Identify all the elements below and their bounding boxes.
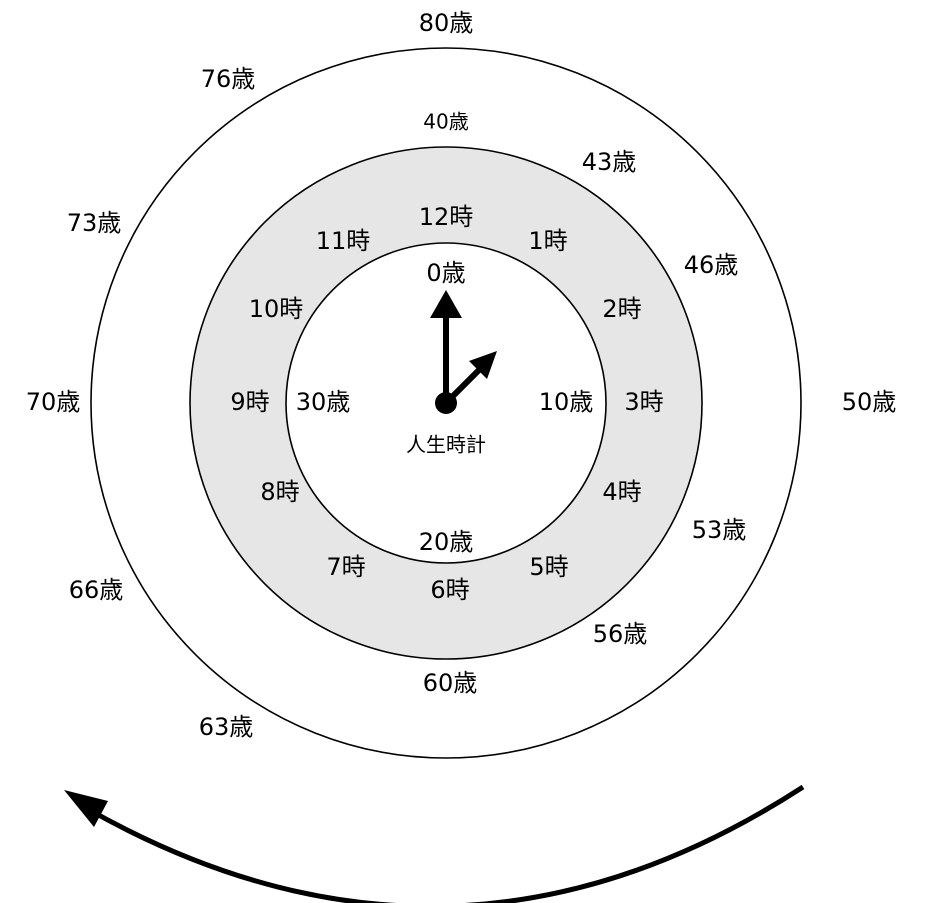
- inner-age-label: 30歳: [296, 388, 351, 416]
- hour-label: 6時: [430, 576, 469, 604]
- clock-hands: [430, 290, 497, 414]
- hour-label: 11時: [316, 227, 371, 255]
- outer-age-label: 63歳: [199, 713, 254, 741]
- outer-age-label: 40歳: [423, 110, 468, 134]
- hour-label: 3時: [624, 388, 663, 416]
- hour-label: 4時: [602, 478, 641, 506]
- outer-age-label: 76歳: [201, 65, 256, 93]
- hour-label: 2時: [602, 295, 641, 323]
- outer-age-label: 46歳: [684, 251, 739, 279]
- direction-arrow-head-icon: [64, 790, 108, 827]
- outer-age-label: 43歳: [582, 148, 637, 176]
- direction-arrow: [84, 784, 805, 903]
- outer-age-label: 53歳: [692, 516, 747, 544]
- hour-hand-arrowhead-icon: [430, 290, 462, 318]
- inner-age-label: 10歳: [539, 388, 594, 416]
- outer-age-label: 70歳: [26, 388, 81, 416]
- hour-label: 10時: [249, 295, 304, 323]
- outer-age-label: 73歳: [67, 209, 122, 237]
- hour-label: 12時: [419, 203, 474, 231]
- outer-age-label: 50歳: [842, 388, 897, 416]
- outer-age-label: 80歳: [419, 9, 474, 37]
- outer-age-label: 60歳: [423, 669, 478, 697]
- outer-age-label: 56歳: [593, 620, 648, 648]
- center-pivot: [435, 392, 457, 414]
- hour-label: 7時: [326, 553, 365, 581]
- hour-label: 9時: [230, 388, 269, 416]
- outer-age-label: 66歳: [69, 576, 124, 604]
- hour-label: 5時: [529, 553, 568, 581]
- hour-label: 1時: [528, 227, 567, 255]
- hour-label: 8時: [260, 478, 299, 506]
- center-label: 人生時計: [406, 433, 486, 457]
- inner-age-label: 20歳: [419, 528, 474, 556]
- inner-age-label: 0歳: [426, 259, 465, 287]
- minute-hand-arrowhead-icon: [469, 351, 497, 379]
